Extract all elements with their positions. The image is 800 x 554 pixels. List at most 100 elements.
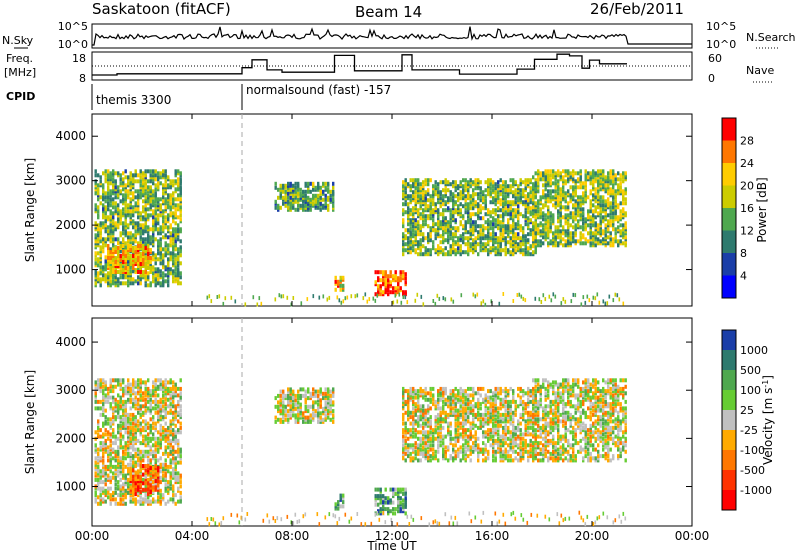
power-cell [497,248,500,253]
noise-right-tick-bottom: 10^0 [706,38,736,51]
power-cell [218,294,221,299]
velocity-cell [142,404,145,409]
velocity-cell [317,402,320,407]
velocity-cell [122,482,125,487]
velocity-cell [322,409,325,414]
power-cell [144,169,147,174]
power-cell [99,253,102,258]
velocity-cell [132,428,135,433]
velocity-cell [304,409,307,414]
velocity-cell [134,419,137,424]
power-cell [162,215,165,220]
velocity-cell [112,464,115,469]
power-cell [157,273,160,278]
power-cell [444,208,447,213]
velocity-cell [137,451,140,456]
velocity-cell [107,421,110,426]
power-cell [327,207,330,212]
velocity-cell [114,436,117,441]
power-cell [507,192,510,197]
power-cell [554,171,557,176]
beam-title: Beam 14 [355,3,422,21]
power-cell [614,173,617,178]
search-label: N.Search [746,31,796,44]
power-cell [587,223,590,228]
velocity-cell [164,389,167,394]
velocity-cell [152,415,155,420]
velocity-cell [277,406,280,411]
velocity-cell [114,415,117,420]
velocity-cell [104,488,107,493]
power-cell [294,181,297,186]
power-cell [472,292,475,297]
velocity-cell [102,451,105,456]
velocity-cell [129,495,132,500]
velocity-cell [109,417,112,422]
power-cell [139,169,142,174]
power-cell [134,279,137,284]
velocity-cell [94,490,97,495]
power-cell [579,207,582,212]
velocity-cell [167,434,170,439]
power-cell [537,239,540,244]
velocity-cell [324,400,327,405]
power-colorbar-swatch [722,140,736,164]
power-cell [174,261,177,266]
power-cell [437,200,440,205]
power-cell [482,196,485,201]
power-cell [169,271,172,276]
velocity-cell [117,445,120,450]
power-cell [437,232,440,237]
velocity-cell [129,389,132,394]
power-cell [179,185,182,190]
velocity-cell [104,380,107,385]
power-cell [457,236,460,241]
velocity-cell [142,395,145,400]
power-cell [389,290,392,295]
velocity-cell [142,434,145,439]
velocity-cell [119,378,122,383]
velocity-cell [129,474,132,479]
power-cell [127,175,130,180]
velocity-cell [112,421,115,426]
power-cell [569,211,572,216]
velocity-cell [109,469,112,474]
velocity-cell [119,399,122,404]
power-cell [622,179,625,184]
velocity-cell [127,451,130,456]
power-cell [527,216,530,221]
power-cell [542,189,545,194]
power-cell [169,211,172,216]
power-cell [139,281,142,286]
velocity-cell [179,490,182,495]
power-cell [122,171,125,176]
power-cell [104,177,107,182]
power-cell [542,241,545,246]
velocity-cell [102,441,105,446]
velocity-cell [94,395,97,400]
velocity-cell [94,447,97,452]
power-cell [542,183,545,188]
power-cell [572,219,575,224]
velocity-cell [139,428,142,433]
power-cell [612,237,615,242]
velocity-cell [169,404,172,409]
velocity-cell [132,443,135,448]
power-cell [492,180,495,185]
power-cell [112,221,115,226]
velocity-cell [99,445,102,450]
velocity-cell [164,458,167,463]
power-cell [612,179,615,184]
power-cell [584,169,587,174]
power-cell [404,210,407,215]
power-cell [432,240,435,245]
power-cell [617,239,620,244]
power-cell [107,229,110,234]
velocity-cell [294,415,297,420]
velocity-cell [144,421,147,426]
power-cell [129,191,132,196]
power-cell [560,301,563,306]
velocity-cell [102,471,105,476]
power-cell [147,266,150,270]
power-cell [419,216,422,221]
